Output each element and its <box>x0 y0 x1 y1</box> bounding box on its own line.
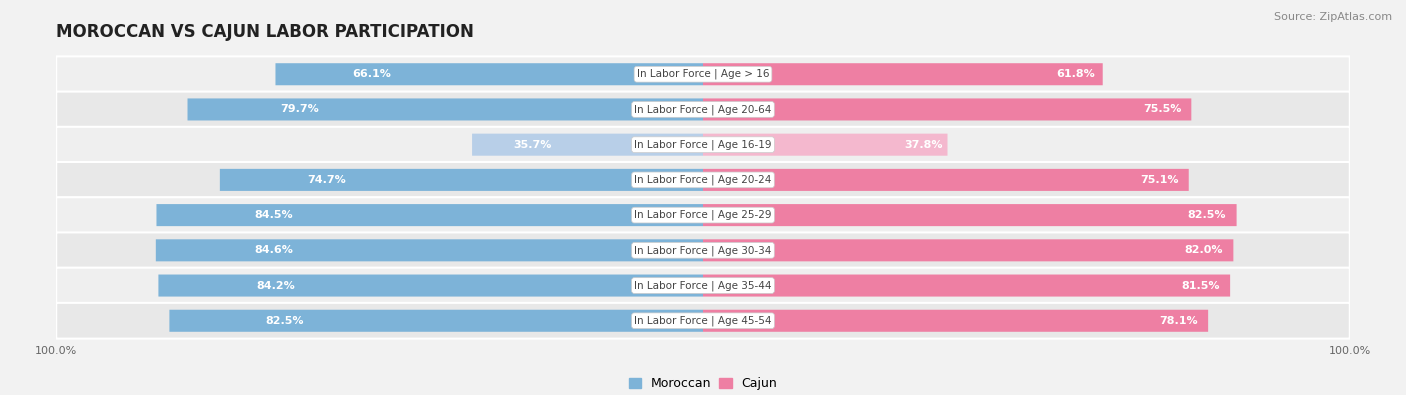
FancyBboxPatch shape <box>703 134 948 156</box>
FancyBboxPatch shape <box>703 98 1191 120</box>
Text: 84.2%: 84.2% <box>256 280 295 291</box>
FancyBboxPatch shape <box>703 310 1208 332</box>
FancyBboxPatch shape <box>703 275 1230 297</box>
Text: In Labor Force | Age 20-64: In Labor Force | Age 20-64 <box>634 104 772 115</box>
Text: 75.5%: 75.5% <box>1143 104 1181 115</box>
Text: 82.5%: 82.5% <box>266 316 304 326</box>
Text: 82.0%: 82.0% <box>1184 245 1223 255</box>
Text: In Labor Force | Age 45-54: In Labor Force | Age 45-54 <box>634 316 772 326</box>
Text: 75.1%: 75.1% <box>1140 175 1180 185</box>
Text: 35.7%: 35.7% <box>513 140 553 150</box>
Text: 61.8%: 61.8% <box>1056 69 1095 79</box>
Legend: Moroccan, Cajun: Moroccan, Cajun <box>628 377 778 390</box>
FancyBboxPatch shape <box>472 134 703 156</box>
Text: 66.1%: 66.1% <box>353 69 391 79</box>
Text: In Labor Force | Age 16-19: In Labor Force | Age 16-19 <box>634 139 772 150</box>
FancyBboxPatch shape <box>159 275 703 297</box>
FancyBboxPatch shape <box>156 239 703 261</box>
FancyBboxPatch shape <box>187 98 703 120</box>
FancyBboxPatch shape <box>703 63 1102 85</box>
Text: In Labor Force | Age 20-24: In Labor Force | Age 20-24 <box>634 175 772 185</box>
Text: 78.1%: 78.1% <box>1160 316 1198 326</box>
Text: In Labor Force | Age 25-29: In Labor Force | Age 25-29 <box>634 210 772 220</box>
Text: In Labor Force | Age > 16: In Labor Force | Age > 16 <box>637 69 769 79</box>
FancyBboxPatch shape <box>169 310 703 332</box>
FancyBboxPatch shape <box>703 204 1237 226</box>
Text: 82.5%: 82.5% <box>1188 210 1226 220</box>
Text: 37.8%: 37.8% <box>904 140 942 150</box>
Text: 84.6%: 84.6% <box>254 245 294 255</box>
FancyBboxPatch shape <box>56 56 1350 92</box>
FancyBboxPatch shape <box>56 162 1350 198</box>
FancyBboxPatch shape <box>219 169 703 191</box>
FancyBboxPatch shape <box>703 239 1233 261</box>
Text: 81.5%: 81.5% <box>1181 280 1219 291</box>
Text: Source: ZipAtlas.com: Source: ZipAtlas.com <box>1274 12 1392 22</box>
FancyBboxPatch shape <box>56 197 1350 233</box>
FancyBboxPatch shape <box>56 232 1350 268</box>
FancyBboxPatch shape <box>56 127 1350 163</box>
FancyBboxPatch shape <box>56 92 1350 127</box>
Text: In Labor Force | Age 35-44: In Labor Force | Age 35-44 <box>634 280 772 291</box>
Text: In Labor Force | Age 30-34: In Labor Force | Age 30-34 <box>634 245 772 256</box>
Text: MOROCCAN VS CAJUN LABOR PARTICIPATION: MOROCCAN VS CAJUN LABOR PARTICIPATION <box>56 23 474 41</box>
Text: 79.7%: 79.7% <box>280 104 319 115</box>
Text: 84.5%: 84.5% <box>254 210 294 220</box>
Text: 74.7%: 74.7% <box>307 175 346 185</box>
FancyBboxPatch shape <box>156 204 703 226</box>
FancyBboxPatch shape <box>703 169 1188 191</box>
FancyBboxPatch shape <box>56 268 1350 303</box>
FancyBboxPatch shape <box>56 303 1350 339</box>
FancyBboxPatch shape <box>276 63 703 85</box>
